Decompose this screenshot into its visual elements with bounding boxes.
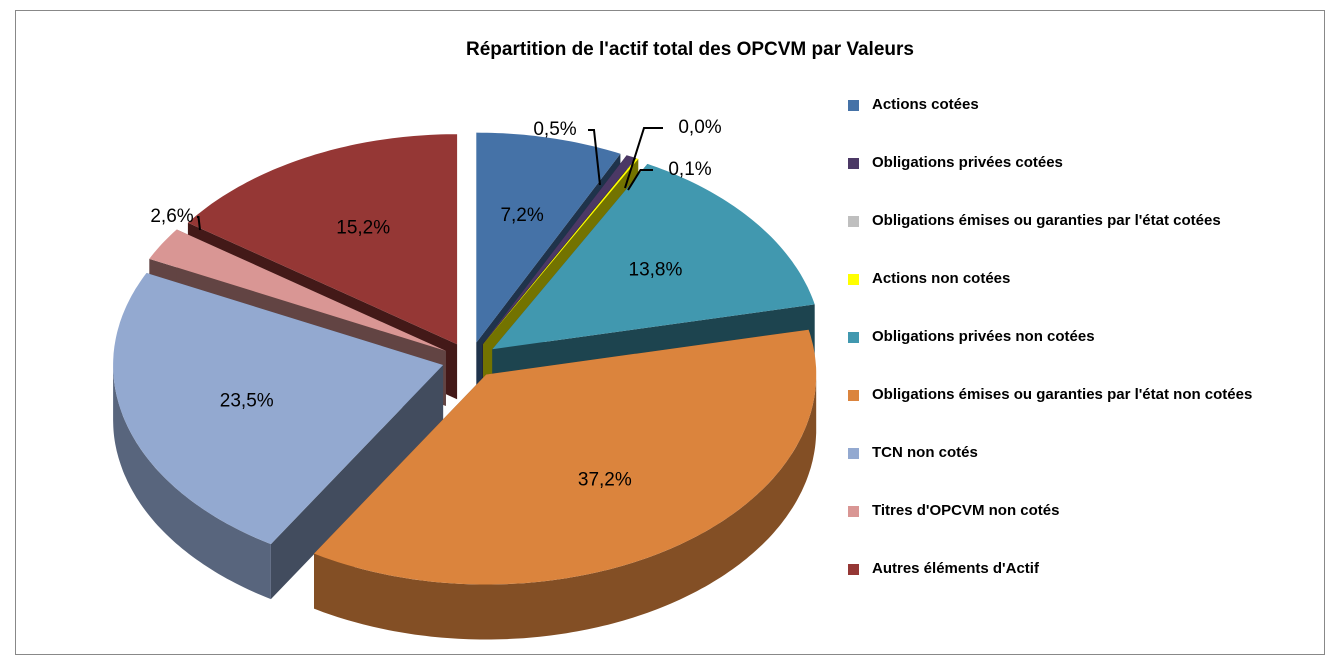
data-label: 15,2%	[336, 218, 390, 239]
slice	[113, 273, 444, 600]
slice-top	[482, 155, 636, 345]
slice-top	[149, 229, 446, 351]
slice	[314, 329, 817, 640]
legend-label: Actions non cotées	[872, 270, 1011, 287]
legend-label: Titres d'OPCVM non cotés	[872, 502, 1060, 519]
data-label: 0,0%	[678, 117, 721, 138]
data-label: 0,1%	[668, 159, 711, 180]
legend-item: Actions cotées	[848, 94, 1328, 152]
data-label: 13,8%	[629, 260, 683, 281]
leader-line	[627, 169, 653, 191]
legend-swatch	[848, 332, 859, 343]
legend-item: Titres d'OPCVM non cotés	[848, 500, 1328, 558]
data-label: 2,6%	[150, 206, 193, 227]
legend-swatch	[848, 158, 859, 169]
legend-item: TCN non cotés	[848, 442, 1328, 500]
slice-wall	[314, 374, 817, 640]
legend-swatch	[848, 448, 859, 459]
slice-top	[483, 158, 639, 345]
data-label: 7,2%	[500, 205, 543, 226]
legend-label: Obligations privées non cotées	[872, 328, 1095, 345]
slice-side	[270, 365, 444, 600]
slice-top	[113, 273, 444, 545]
data-label: 0,5%	[533, 119, 576, 140]
leader-line	[624, 127, 663, 189]
data-label: 37,2%	[578, 470, 632, 491]
legend-label: Obligations émises ou garanties par l'ét…	[872, 212, 1221, 229]
legend-item: Obligations privées cotées	[848, 152, 1328, 210]
legend-item: Obligations émises ou garanties par l'ét…	[848, 384, 1328, 442]
legend-item: Obligations émises ou garanties par l'ét…	[848, 210, 1328, 268]
slice-wall	[113, 365, 271, 600]
legend-swatch	[848, 506, 859, 517]
legend-label: Obligations privées cotées	[872, 154, 1063, 171]
slice-top	[187, 134, 458, 345]
slice-top	[492, 163, 815, 350]
legend-swatch	[848, 216, 859, 227]
legend-item: Actions non cotées	[848, 268, 1328, 326]
leader-line	[588, 129, 601, 186]
legend-swatch	[848, 274, 859, 285]
slice-top	[314, 329, 817, 585]
legend-swatch	[848, 564, 859, 575]
legend: Actions cotées Obligations privées cotées…	[848, 94, 1328, 616]
legend-swatch	[848, 100, 859, 111]
chart-title: Répartition de l'actif total des OPCVM p…	[466, 39, 914, 60]
legend-item: Obligations privées non cotées	[848, 326, 1328, 384]
legend-label: TCN non cotés	[872, 444, 978, 461]
legend-label: Autres éléments d'Actif	[872, 560, 1039, 577]
legend-swatch	[848, 390, 859, 401]
legend-label: Actions cotées	[872, 96, 979, 113]
slice-top	[476, 132, 621, 343]
legend-label: Obligations émises ou garanties par l'ét…	[872, 386, 1253, 403]
leader-line	[197, 216, 201, 231]
legend-item: Autres éléments d'Actif	[848, 558, 1328, 616]
data-label: 23,5%	[220, 390, 274, 411]
